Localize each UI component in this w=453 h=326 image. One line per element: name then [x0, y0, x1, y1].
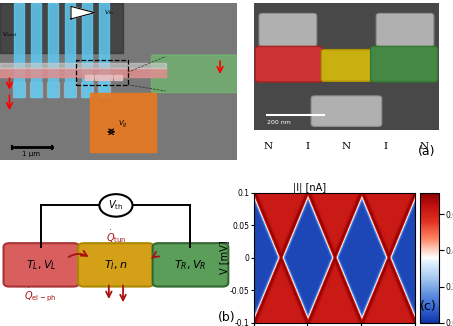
FancyBboxPatch shape [78, 243, 154, 287]
FancyBboxPatch shape [321, 50, 371, 81]
Text: 1 μm: 1 μm [22, 151, 40, 157]
Text: $T_L, V_L$: $T_L, V_L$ [26, 258, 57, 272]
Bar [76, 60, 128, 85]
Bar [0, 3, 123, 53]
Text: N: N [420, 142, 429, 152]
Polygon shape [48, 3, 58, 97]
Text: $V_g$: $V_g$ [118, 118, 128, 130]
Text: N: N [264, 142, 273, 152]
FancyBboxPatch shape [255, 46, 322, 82]
Polygon shape [99, 3, 109, 97]
FancyBboxPatch shape [376, 13, 434, 46]
Text: N: N [342, 142, 351, 152]
Text: $V_{\rm th}$: $V_{\rm th}$ [108, 199, 124, 212]
Text: |I| [nA]: |I| [nA] [293, 183, 326, 193]
Bar [0, 63, 166, 67]
Polygon shape [81, 82, 93, 97]
Text: $V_{\rm cool}$: $V_{\rm cool}$ [2, 30, 17, 39]
Polygon shape [30, 82, 42, 97]
FancyBboxPatch shape [371, 46, 438, 82]
FancyBboxPatch shape [153, 243, 228, 287]
Bar [90, 93, 156, 152]
Polygon shape [71, 7, 95, 19]
Polygon shape [14, 3, 24, 97]
FancyBboxPatch shape [259, 13, 317, 46]
FancyBboxPatch shape [4, 243, 79, 287]
Bar [85, 75, 93, 80]
Polygon shape [64, 82, 76, 97]
Bar [104, 75, 112, 80]
Text: $T_R, V_R$: $T_R, V_R$ [174, 258, 207, 272]
Bar [95, 75, 103, 80]
Polygon shape [31, 3, 41, 97]
FancyBboxPatch shape [151, 55, 239, 93]
Text: $\dot{Q}_{\rm tun}$: $\dot{Q}_{\rm tun}$ [106, 228, 126, 245]
Text: I: I [383, 142, 388, 152]
Text: 200 nm: 200 nm [266, 120, 290, 125]
FancyBboxPatch shape [311, 96, 382, 126]
Polygon shape [65, 3, 75, 97]
Circle shape [99, 194, 132, 217]
Polygon shape [47, 82, 59, 97]
Bar [114, 75, 122, 80]
Text: $T_I, n$: $T_I, n$ [104, 258, 128, 272]
Polygon shape [13, 82, 25, 97]
Polygon shape [82, 3, 92, 97]
Text: $V_{\rm th}$: $V_{\rm th}$ [104, 8, 115, 17]
Text: (b): (b) [218, 311, 236, 324]
Polygon shape [98, 82, 110, 97]
Text: (a): (a) [418, 145, 436, 158]
Y-axis label: V [mV]: V [mV] [220, 241, 230, 274]
Text: $\dot{Q}_{\rm el-ph}$: $\dot{Q}_{\rm el-ph}$ [24, 287, 56, 304]
Bar [0, 67, 166, 77]
Text: I: I [305, 142, 309, 152]
Text: (c): (c) [419, 300, 436, 313]
